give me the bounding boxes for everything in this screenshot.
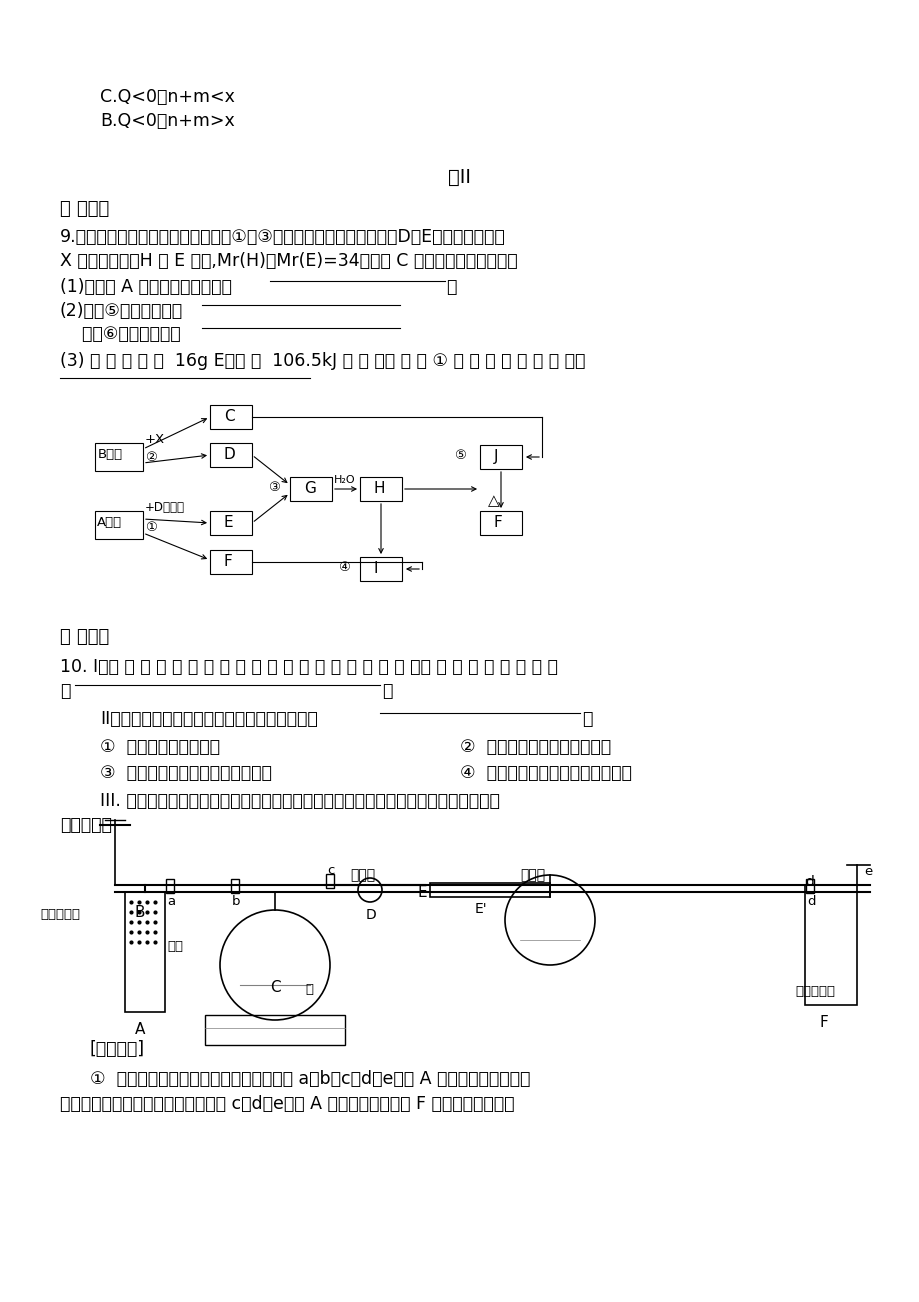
Bar <box>210 443 252 467</box>
Text: 二 推导题: 二 推导题 <box>60 201 109 217</box>
Text: D: D <box>366 907 377 922</box>
Text: I: I <box>374 561 378 575</box>
Bar <box>480 445 521 469</box>
Text: H: H <box>374 480 385 496</box>
Text: 已略去）。: 已略去）。 <box>60 816 112 835</box>
Text: ③  氯化锤溶液与氯氧化钓溶液共热: ③ 氯化锤溶液与氯氧化钓溶液共热 <box>100 764 272 783</box>
Text: E': E' <box>474 902 487 917</box>
Text: +D、高温: +D、高温 <box>145 501 185 514</box>
Bar <box>480 510 521 535</box>
Bar <box>804 885 857 1005</box>
Text: 铁触媒: 铁触媒 <box>519 868 545 881</box>
Text: C: C <box>223 409 234 424</box>
Bar <box>95 510 142 539</box>
Text: 三 实验题: 三 实验题 <box>60 628 109 646</box>
Text: 。: 。 <box>446 279 456 296</box>
Text: 。: 。 <box>381 682 391 700</box>
Text: 卷II: 卷II <box>448 168 471 187</box>
Text: ④  固态氯化锤与氢氧化钙混合加热: ④ 固态氯化锤与氢氧化钙混合加热 <box>460 764 631 783</box>
Text: b: b <box>232 894 240 907</box>
Text: 反应⑥的化学方程式: 反应⑥的化学方程式 <box>60 326 180 342</box>
Text: 锌粒: 锌粒 <box>167 940 183 953</box>
Text: C.Q<0、n+m<x: C.Q<0、n+m<x <box>100 89 234 105</box>
Bar <box>289 477 332 501</box>
Text: A固体: A固体 <box>96 516 122 529</box>
Text: B.Q<0、n+m>x: B.Q<0、n+m>x <box>100 112 234 130</box>
Text: 漏斗注入一定量稀硫酸。打开弹簧夹 c、d、e，则 A 中有氢气发生。在 F 出口处收集氢气并: 漏斗注入一定量稀硫酸。打开弹簧夹 c、d、e，则 A 中有氢气发生。在 F 出口… <box>60 1095 514 1113</box>
Text: 9.根据下列框图关系填空，已知反应①、③是工业生产中的重要反应，D、E常温下为气体、: 9.根据下列框图关系填空，已知反应①、③是工业生产中的重要反应，D、E常温下为气… <box>60 228 505 246</box>
Bar <box>231 879 239 893</box>
Text: C: C <box>269 980 280 995</box>
Text: F: F <box>819 1016 828 1030</box>
Bar <box>359 477 402 501</box>
Bar <box>805 879 813 893</box>
Text: ①  固态氯化锤加热分解: ① 固态氯化锤加热分解 <box>100 738 220 756</box>
Bar <box>429 883 550 897</box>
Text: F: F <box>494 516 502 530</box>
Bar <box>210 549 252 574</box>
Text: B固体: B固体 <box>98 448 123 461</box>
Text: △: △ <box>488 493 499 508</box>
Text: ③: ③ <box>267 480 279 493</box>
Text: 水: 水 <box>305 983 312 996</box>
Text: E: E <box>223 516 233 530</box>
Text: d: d <box>806 894 814 907</box>
Text: ②: ② <box>145 450 157 464</box>
Bar <box>95 443 142 471</box>
Text: ④: ④ <box>337 561 349 574</box>
Bar <box>325 874 334 888</box>
Bar <box>165 879 174 893</box>
Text: II．实验室制备氨气，下列方法中适宜选用的是: II．实验室制备氨气，下列方法中适宜选用的是 <box>100 710 317 728</box>
Text: a: a <box>167 894 175 907</box>
Text: X 为无色液体，H 与 E 式量,Mr(H)－Mr(E)=34，又知 C 焌色反应火焰呈黄色。: X 为无色液体，H 与 E 式量,Mr(H)－Mr(E)=34，又知 C 焌色反… <box>60 253 517 270</box>
Text: (2)反应⑤的离子方程式: (2)反应⑤的离子方程式 <box>60 302 183 320</box>
Text: ①: ① <box>145 521 157 534</box>
Text: E: E <box>417 885 427 900</box>
Text: J: J <box>494 449 498 464</box>
Text: ⑤: ⑤ <box>453 449 465 462</box>
Text: +X: +X <box>145 434 165 447</box>
Text: 。: 。 <box>582 710 592 728</box>
Text: ①  检查实验装置的气密性后，关闭弹簧夹 a、b、c、d、e。在 A 中加入锇粒，向长颈: ① 检查实验装置的气密性后，关闭弹簧夹 a、b、c、d、e。在 A 中加入锇粒，… <box>90 1070 529 1088</box>
Bar <box>210 405 252 428</box>
Text: D: D <box>223 447 235 462</box>
Text: G: G <box>303 480 315 496</box>
Text: B: B <box>135 905 145 921</box>
Text: 10. I．合 成 氨 工 业 对 化 学 的 国 防 工 业 具 有 重 要 意 义 。写 出 氨 的 两 种 重 要 用: 10. I．合 成 氨 工 业 对 化 学 的 国 防 工 业 具 有 重 要 … <box>60 658 557 676</box>
Text: ②  固体氢氧化钓中滴加浓氨水: ② 固体氢氧化钓中滴加浓氨水 <box>460 738 610 756</box>
Text: (3) 已 知 每 生 成  16g E，放 出  106.5kJ 热 量 ，则 反 应 ① 的 热 化 学 方 程 式 为：: (3) 已 知 每 生 成 16g E，放 出 106.5kJ 热 量 ，则 反… <box>60 352 584 370</box>
Text: 途: 途 <box>60 682 70 700</box>
Text: e: e <box>863 865 871 878</box>
Text: [实验操作]: [实验操作] <box>90 1040 145 1059</box>
Text: 酚酞水溶液: 酚酞水溶液 <box>794 986 834 999</box>
Bar <box>359 557 402 581</box>
Text: 有孔塑料板: 有孔塑料板 <box>40 907 80 921</box>
Bar <box>125 892 165 1012</box>
Text: c: c <box>326 865 334 878</box>
Text: A: A <box>135 1022 145 1036</box>
Text: d: d <box>804 875 813 889</box>
Text: 碱石灰: 碱石灰 <box>349 868 375 881</box>
Text: F: F <box>223 553 233 569</box>
Text: (1)化合物 A 中所包含的化学键有: (1)化合物 A 中所包含的化学键有 <box>60 279 232 296</box>
Text: H₂O: H₂O <box>334 475 356 486</box>
Text: III. 为了在实验室利用工业原料制备少量氨气，有人设计了如下装置（图中夹持装置均: III. 为了在实验室利用工业原料制备少量氨气，有人设计了如下装置（图中夹持装置… <box>100 792 499 810</box>
Bar <box>205 1016 345 1046</box>
Bar <box>210 510 252 535</box>
